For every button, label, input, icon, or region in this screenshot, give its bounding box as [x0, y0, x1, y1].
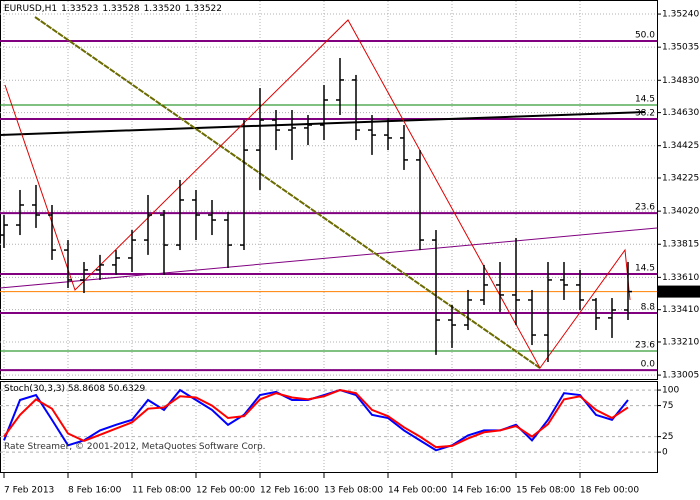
x-tick-label: 13 Feb 08:00 [324, 486, 383, 496]
ohlc-high: 1.33528 [102, 4, 140, 14]
level-label: 50.0 [635, 31, 655, 41]
watermark: Rate Streamer, © 2001-2012, MetaQuotes S… [4, 442, 266, 452]
x-tick-label: 8 Feb 16:00 [68, 486, 122, 496]
x-tick-label: 12 Feb 00:00 [196, 486, 255, 496]
x-tick-label: 14 Feb 00:00 [388, 486, 447, 496]
y-tick-label: 1.33210 [662, 337, 699, 347]
trend-line [0, 111, 646, 136]
stochastic [3, 388, 629, 452]
level-label: 23.6 [635, 341, 655, 351]
ohlc-close: 1.33522 [184, 4, 222, 14]
y-tick-label: 1.34225 [662, 174, 699, 184]
indicator-tick-label: 100 [662, 386, 679, 396]
level-label: 8.8 [641, 303, 656, 313]
y-tick-label: 1.34020 [662, 207, 699, 217]
indicator-tick-label: 25 [662, 432, 673, 442]
indicator-tick-label: 75 [662, 401, 673, 411]
x-tick-label: 14 Feb 16:00 [452, 486, 511, 496]
bid-box [657, 285, 700, 298]
ohlc-low: 1.33520 [143, 4, 181, 14]
indicator-line [3, 389, 629, 449]
y-tick-label: 1.33610 [662, 273, 699, 283]
x-tick-label: 11 Feb 08:00 [132, 486, 191, 496]
y-tick-label: 1.34830 [662, 76, 699, 86]
x-tick-label: 12 Feb 16:00 [260, 486, 319, 496]
level-label: 14.5 [635, 263, 655, 273]
x-tick-label: 18 Feb 00:00 [580, 486, 639, 496]
main-frame [0, 0, 658, 380]
bid-label: 1.33522 [662, 287, 699, 297]
axes: 1.35240 1.35035 1.34830 1.34630 1.34425 1.342… [3, 10, 700, 496]
symbol: EURUSD,H1 [4, 4, 58, 14]
y-tick-label: 1.34425 [662, 141, 699, 151]
level-label: 38.2 [635, 109, 655, 119]
price-bars [0, 57, 632, 363]
y-tick-label: 1.33815 [662, 240, 699, 250]
trend-line [34, 16, 541, 369]
level-label: 14.5 [635, 95, 655, 105]
y-tick-label: 1.35035 [662, 43, 699, 53]
y-tick-label: 1.33005 [662, 371, 699, 381]
y-tick-label: 1.33410 [662, 305, 699, 315]
grid [0, 1, 657, 472]
level-label: 23.6 [635, 203, 655, 213]
x-tick-label: 15 Feb 08:00 [516, 486, 575, 496]
indicator-tick-label: 0 [662, 448, 668, 458]
ohlc-open: 1.33523 [61, 4, 99, 14]
channel-line [0, 227, 658, 289]
zigzag [4, 19, 631, 369]
level-label: 0.0 [641, 360, 656, 370]
levels: 50.0 14.5 38.2 23.6 14.5 8.8 23.6 0.0 [0, 31, 657, 372]
x-tick-label: 7 Feb 2013 [4, 486, 54, 496]
y-tick-label: 1.34630 [662, 108, 699, 118]
indicator-title: Stoch(30,3,3) 58.8608 50.6329 [4, 384, 146, 394]
y-tick-label: 1.35240 [662, 10, 699, 20]
chart-header: EURUSD,H1 1.33523 1.33528 1.33520 1.33522 [4, 4, 226, 14]
